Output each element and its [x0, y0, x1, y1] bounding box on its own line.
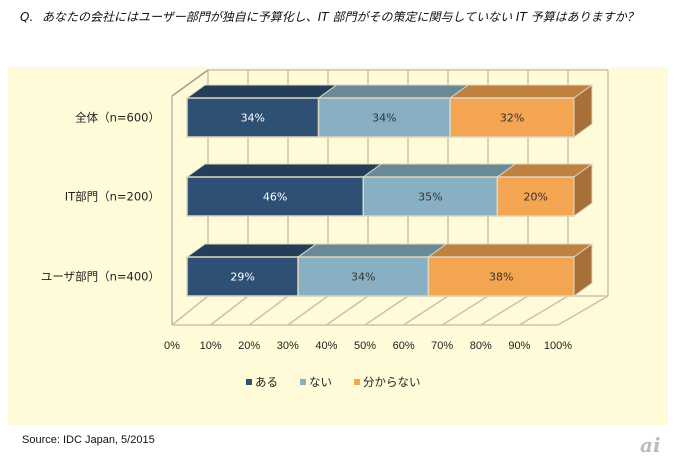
x-tick-label: 40% — [315, 340, 337, 352]
legend-label: ある — [255, 375, 278, 389]
floor-gridline — [171, 295, 209, 326]
x-tick-label: 70% — [431, 340, 453, 352]
floor-gridline — [364, 295, 409, 326]
floor-gridline — [403, 295, 449, 326]
legend-swatch — [246, 379, 252, 385]
floor-gridline — [557, 295, 609, 326]
x-tick-label: 0% — [164, 340, 180, 352]
bar-segment — [186, 256, 299, 297]
x-tick-label: 60% — [393, 340, 415, 352]
bar-side-face — [573, 243, 593, 297]
data-label: 32% — [500, 112, 524, 125]
bar-segment — [427, 256, 575, 297]
category-label: IT部門（n=200） — [65, 190, 160, 204]
floor-gridline — [519, 295, 569, 326]
x-tick-label: 50% — [354, 340, 376, 352]
legend-label: 分からない — [363, 375, 421, 389]
bar-top-face — [296, 243, 448, 258]
floor-gridline — [287, 295, 329, 326]
bar-top-face — [361, 163, 517, 178]
legend-swatch — [354, 379, 360, 385]
bar-top-face — [448, 84, 594, 99]
floor-gridline — [210, 295, 249, 326]
bar-side-face — [573, 84, 593, 138]
side-wall-edge — [171, 69, 209, 97]
bar-top-face — [185, 84, 339, 99]
x-tick-label: 30% — [277, 340, 299, 352]
x-tick-label: 10% — [200, 340, 222, 352]
legend-label: ない — [309, 375, 332, 389]
bar-top-face — [426, 243, 594, 258]
category-label: 全体（n=600） — [75, 111, 160, 125]
ai-logo: ai — [640, 433, 661, 457]
bar-segment — [186, 97, 320, 138]
data-label: 34% — [372, 112, 396, 125]
data-label: 38% — [489, 271, 513, 284]
data-label: 29% — [230, 271, 254, 284]
data-label: 20% — [523, 191, 547, 204]
source-note: Source: IDC Japan, 5/2015 — [22, 434, 155, 446]
bar-segment — [449, 97, 575, 138]
bar-top-face — [317, 84, 470, 99]
bar-top-face — [185, 243, 318, 258]
bar-segment — [496, 176, 575, 217]
data-label: 34% — [351, 271, 375, 284]
floor-gridline — [248, 295, 289, 326]
question-number: Q. — [20, 10, 34, 24]
data-label: 46% — [263, 191, 287, 204]
x-tick-label: 20% — [238, 340, 260, 352]
data-label: 35% — [418, 191, 442, 204]
x-tick-label: 90% — [508, 340, 530, 352]
bar-side-face — [573, 163, 593, 217]
floor-gridline — [480, 295, 529, 326]
bar-top-face — [185, 163, 383, 178]
bar-segment — [186, 176, 365, 217]
legend-swatch — [300, 379, 306, 385]
x-tick-label: 100% — [544, 340, 572, 352]
x-tick-label: 80% — [470, 340, 492, 352]
question-text: あなたの会社にはユーザー部門が独自に予算化し、IT 部門がその策定に関与していな… — [42, 10, 639, 24]
floor-gridline — [325, 295, 369, 326]
floor-gridline — [441, 295, 489, 326]
category-label: ユーザ部門（n=400） — [41, 270, 160, 284]
data-label: 34% — [241, 112, 265, 125]
